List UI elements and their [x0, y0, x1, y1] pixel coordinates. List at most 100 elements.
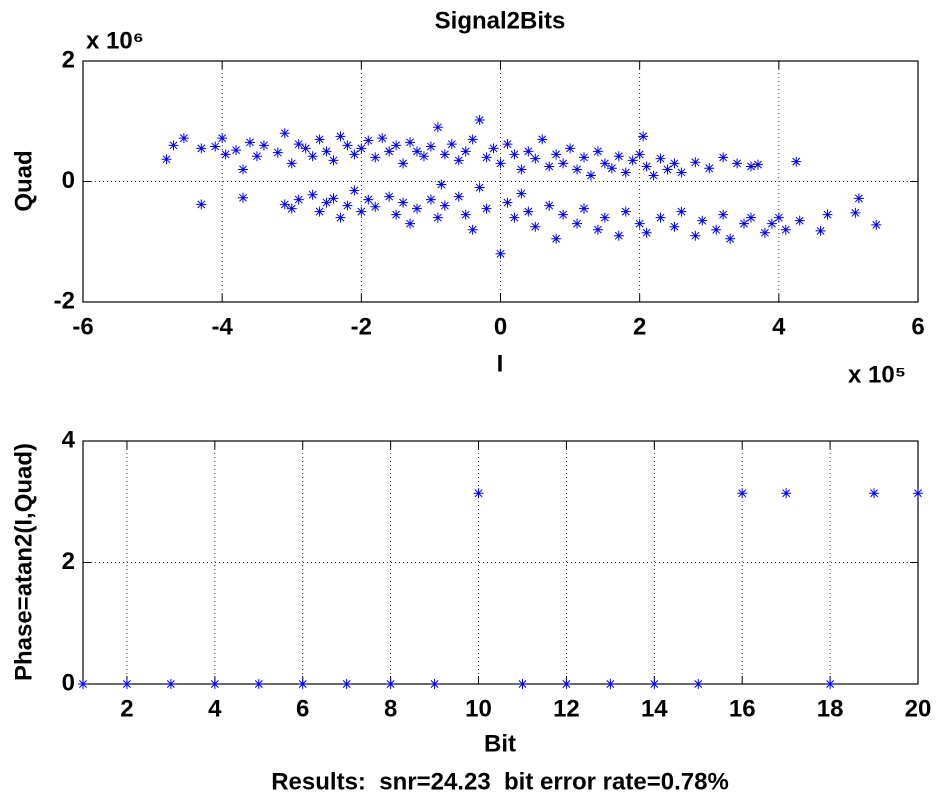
data-point — [363, 194, 374, 205]
data-point — [385, 679, 396, 689]
x-tick-label: 20 — [905, 695, 932, 722]
data-point — [220, 149, 231, 160]
data-point — [516, 188, 527, 199]
data-point — [314, 134, 325, 145]
data-point — [258, 140, 269, 151]
data-point — [297, 679, 308, 689]
data-point — [739, 218, 750, 229]
data-point — [711, 224, 722, 235]
data-point — [321, 146, 332, 157]
data-point — [231, 145, 242, 156]
data-point — [342, 200, 353, 211]
data-point — [690, 230, 701, 241]
data-point — [766, 218, 777, 229]
data-point — [286, 158, 297, 169]
data-point — [718, 152, 729, 163]
data-point — [121, 679, 132, 689]
data-point — [794, 215, 805, 226]
data-point — [662, 164, 673, 175]
data-point — [335, 212, 346, 223]
data-point — [363, 135, 374, 146]
data-point — [78, 679, 88, 689]
data-point — [384, 191, 395, 202]
data-point — [759, 227, 770, 238]
data-point — [669, 158, 680, 169]
data-point — [412, 146, 422, 157]
y-tick-label: 2 — [62, 46, 75, 73]
data-point — [655, 212, 666, 223]
data-point — [669, 221, 680, 232]
data-point — [495, 248, 506, 259]
y-multiplier: x 10⁶ — [86, 27, 144, 54]
results-text: Results: snr=24.23 bit error rate=0.78% — [271, 768, 729, 795]
data-point — [217, 133, 228, 144]
data-point — [850, 207, 861, 218]
data-point — [613, 151, 624, 162]
data-point — [196, 143, 207, 154]
data-point — [439, 149, 450, 160]
x-tick-label: 18 — [817, 695, 844, 722]
data-point — [473, 488, 484, 499]
data-point — [606, 163, 617, 174]
x-tick-label: 10 — [465, 695, 492, 722]
data-point — [168, 140, 179, 151]
data-point — [551, 233, 562, 244]
data-point — [815, 225, 826, 236]
data-point — [314, 206, 325, 217]
data-point — [648, 170, 659, 181]
data-point — [356, 143, 367, 154]
data-point — [697, 215, 708, 226]
data-point — [279, 128, 290, 139]
data-point — [544, 200, 555, 211]
data-point — [649, 679, 660, 689]
data-point — [238, 164, 249, 175]
y-axis-label: Phase=atan2(I,Quad) — [10, 443, 37, 681]
x-tick-label: 8 — [384, 695, 397, 722]
data-point — [502, 139, 513, 150]
data-point — [272, 147, 283, 158]
data-point — [429, 679, 440, 689]
data-point — [251, 151, 262, 162]
data-point — [780, 224, 791, 235]
data-point — [474, 182, 485, 193]
y-tick-label: 0 — [62, 669, 75, 696]
axes-frame — [82, 440, 919, 685]
data-point — [561, 679, 572, 689]
y-axis-label: Quad — [10, 150, 37, 211]
data-point — [161, 154, 172, 165]
x-tick-label: 0 — [494, 313, 507, 340]
data-point — [655, 153, 666, 164]
data-point — [286, 203, 297, 214]
data-point — [530, 153, 541, 164]
data-point — [585, 170, 596, 181]
data-point — [599, 212, 610, 223]
y-tick-label: 0 — [62, 167, 75, 194]
data-point — [293, 194, 304, 205]
x-tick-label: 4 — [208, 695, 222, 722]
data-point — [676, 167, 687, 178]
data-point — [509, 212, 520, 223]
x-tick-label: -6 — [72, 313, 93, 340]
data-point — [341, 679, 352, 689]
data-point — [245, 137, 255, 148]
data-point — [523, 206, 534, 217]
y-tick-label: 2 — [62, 548, 75, 575]
data-point — [238, 192, 249, 203]
x-axis-label: Bit — [484, 730, 516, 757]
data-point — [592, 146, 603, 157]
data-point — [453, 191, 464, 202]
plot-layer: -6 -4 -2 0 2 4 6 -2 0 2 2 4 6 8 10 12 14 16 18 20 0 2 4 — [54, 46, 932, 722]
data-point — [412, 203, 422, 214]
data-point — [572, 218, 583, 229]
chart-title: Signal2Bits — [435, 7, 566, 34]
data-point — [544, 161, 555, 172]
data-point — [641, 161, 652, 172]
data-point — [356, 206, 367, 217]
data-point — [370, 152, 381, 163]
data-point — [737, 488, 748, 499]
data-point — [773, 212, 784, 223]
data-point — [432, 212, 443, 223]
data-point — [502, 197, 513, 208]
x-tick-label: 12 — [553, 695, 580, 722]
